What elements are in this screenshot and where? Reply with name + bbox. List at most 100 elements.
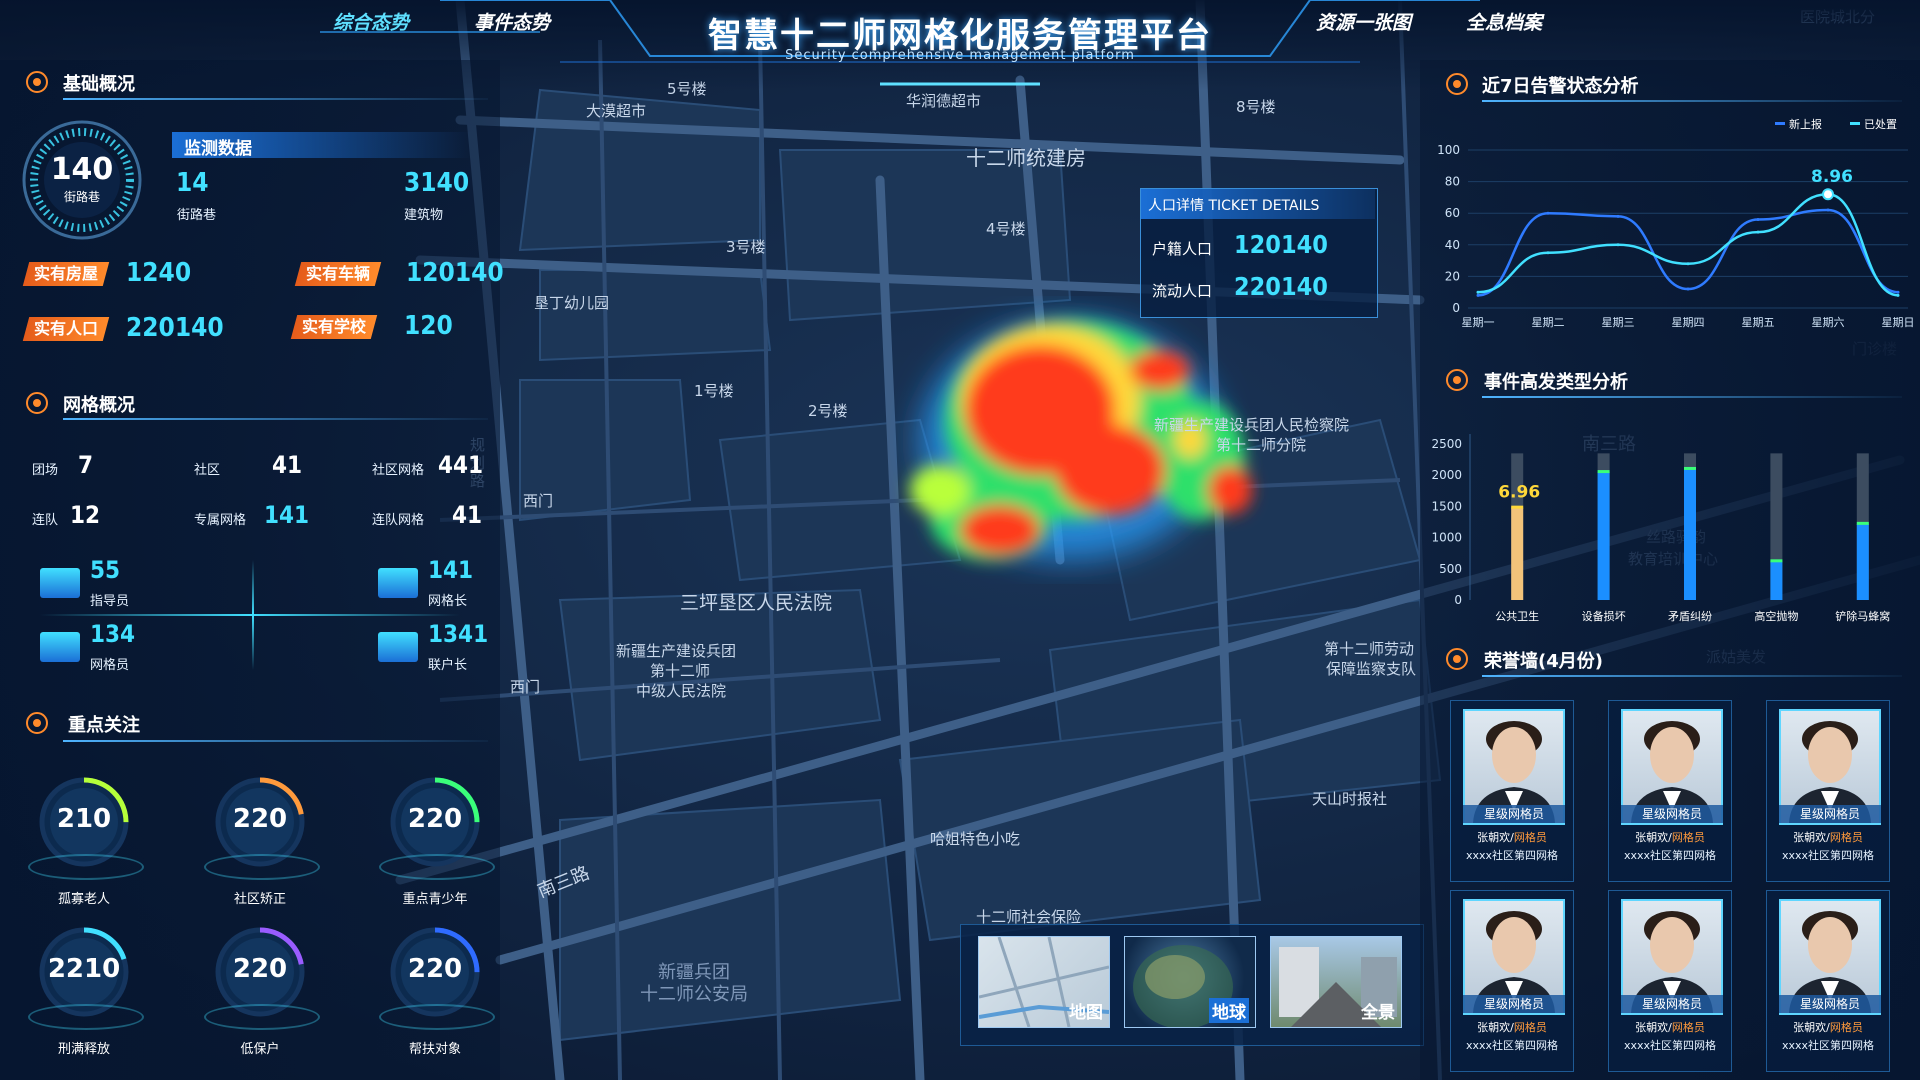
section-title-grid: 网格概况 <box>63 395 135 416</box>
staff-divider-h <box>40 614 460 616</box>
section-divider <box>1482 100 1902 102</box>
popup-title: 人口详情 TICKET DETAILS <box>1148 198 1320 214</box>
map-mode-globe[interactable]: 地球 <box>1124 936 1256 1028</box>
tag-houses: 实有房屋 <box>22 262 110 286</box>
x-tick-label: 星期五 <box>1742 316 1775 329</box>
ring-progress-icon <box>215 927 305 1017</box>
focus-ring-value: 220 <box>407 954 463 984</box>
map-label: 天山时报社 <box>1312 790 1388 808</box>
y-tick-label: 0 <box>1454 593 1462 607</box>
map-label: 1号楼 <box>694 382 734 400</box>
vehicles-value: 120140 <box>406 258 504 288</box>
tab-archives[interactable]: 全息档案 <box>1466 12 1543 34</box>
series-point <box>1616 214 1620 218</box>
focus-ring-label: 帮扶对象 <box>408 1042 461 1057</box>
honor-badge: 星级网格员 <box>1463 995 1565 1013</box>
map-thumb-icon <box>979 937 1109 1027</box>
population-value: 220140 <box>126 313 224 343</box>
map-label: 十二师统建房 <box>966 146 1086 170</box>
legend-label: 已处置 <box>1864 118 1897 131</box>
event-bar-chart[interactable]: 0 500 1000 1500 2000 2500 公共卫生 设备损坏 矛盾纠纷 高空抛物 铲除马蜂… <box>1420 410 1920 630</box>
peak-label: 6.96 <box>1498 483 1540 503</box>
map-label: 8号楼 <box>1236 98 1276 116</box>
focus-ring-value: 220 <box>232 954 288 984</box>
honor-badge: 星级网格员 <box>1779 995 1881 1013</box>
section-divider <box>63 418 488 420</box>
map-label: 新疆兵团 <box>658 962 730 983</box>
section-marker-icon <box>1446 648 1468 670</box>
map-label: 第十二师分院 <box>1216 436 1307 454</box>
honor-person: 张朝欢/ <box>1477 1021 1514 1034</box>
series-point <box>1546 251 1550 255</box>
x-tick-label: 星期二 <box>1532 316 1565 329</box>
section-title-basic: 基础概况 <box>63 74 135 95</box>
tag-population-label: 实有人口 <box>34 319 99 338</box>
map-label: 十二师社会保险 <box>976 908 1082 926</box>
monitor-title: 监测数据 <box>184 139 252 159</box>
bar <box>1770 561 1783 600</box>
legend-label: 新上报 <box>1789 117 1822 131</box>
tab-events[interactable]: 事件态势 <box>474 12 551 34</box>
honor-name: 张朝欢/网格员 <box>1767 1019 1889 1035</box>
honor-card[interactable]: 星级网格员 张朝欢/网格员 xxxx社区第四网格 <box>1608 890 1732 1072</box>
grid-stat-label: 连队 <box>32 513 59 528</box>
focus-ring-value: 220 <box>232 804 288 834</box>
y-tick-label: 40 <box>1445 238 1460 252</box>
bar-cap <box>1684 466 1696 470</box>
staff-label: 网格长 <box>428 594 468 609</box>
map-mode-panorama-label: 全景 <box>1361 1003 1395 1023</box>
honor-card[interactable]: 星级网格员 张朝欢/网格员 xxxx社区第四网格 <box>1450 700 1574 882</box>
staff-label: 联户长 <box>428 658 468 673</box>
ring-base-glow <box>28 854 144 880</box>
ring-base-glow <box>204 854 320 880</box>
honor-badge: 星级网格员 <box>1463 805 1565 823</box>
grid-stat-label: 团场 <box>32 463 59 478</box>
bar-cap <box>1597 470 1610 474</box>
honor-role: 网格员 <box>1513 1021 1547 1034</box>
grid-stat-label: 专属网格 <box>194 513 247 528</box>
x-tick-label: 星期日 <box>1882 316 1915 329</box>
honor-card[interactable]: 星级网格员 张朝欢/网格员 xxxx社区第四网格 <box>1766 700 1890 882</box>
bar-cap <box>1856 521 1869 525</box>
alarm-line-chart[interactable]: 0 20 40 60 80 100 星期一 星期二 星期三 星期四 星期五 星期六 星期日 8.96 新上报… <box>1420 108 1920 338</box>
honor-person: 张朝欢/ <box>1635 831 1672 844</box>
y-tick-label: 60 <box>1445 206 1460 220</box>
honor-name: 张朝欢/网格员 <box>1451 829 1573 845</box>
honor-card[interactable]: 星级网格员 张朝欢/网格员 xxxx社区第四网格 <box>1450 890 1574 1072</box>
tab-overview[interactable]: 综合态势 <box>333 12 410 34</box>
tag-population: 实有人口 <box>22 317 110 341</box>
honor-card[interactable]: 星级网格员 张朝欢/网格员 xxxx社区第四网格 <box>1608 700 1732 882</box>
bar-cap <box>1511 505 1524 509</box>
popup-header <box>1141 189 1375 219</box>
buildings-value: 3140 <box>404 168 470 198</box>
honor-org: xxxx社区第四网格 <box>1623 1039 1717 1052</box>
honor-card[interactable]: 星级网格员 张朝欢/网格员 xxxx社区第四网格 <box>1766 890 1890 1072</box>
map-label: 西门 <box>523 492 554 510</box>
panorama-icon <box>1279 947 1397 1027</box>
tag-schools: 实有学校 <box>290 315 378 339</box>
grid-stat-value: 41 <box>272 451 303 479</box>
section-marker-icon <box>1446 73 1468 95</box>
folder-icon <box>378 632 418 662</box>
section-title-alarm: 近7日告警状态分析 <box>1482 76 1639 97</box>
y-tick-label: 20 <box>1445 269 1460 283</box>
honor-org: xxxx社区第四网格 <box>1465 849 1559 862</box>
popup-row-value: 220140 <box>1234 272 1328 301</box>
focus-ring-label: 低保户 <box>240 1042 280 1057</box>
x-tick-label: 星期三 <box>1602 316 1635 329</box>
honor-org: xxxx社区第四网格 <box>1623 849 1717 862</box>
map-label: 4号楼 <box>986 220 1026 238</box>
grid-stat-label: 社区网格 <box>372 463 425 478</box>
map-mode-2d[interactable]: 地图 <box>978 936 1110 1028</box>
popup-row-label: 户籍人口 <box>1152 240 1213 258</box>
tag-houses-label: 实有房屋 <box>34 264 99 283</box>
grid-stat-value: 41 <box>452 501 483 529</box>
y-tick-label: 2500 <box>1431 437 1462 451</box>
staff-label: 网格员 <box>90 658 130 673</box>
map-mode-panorama[interactable]: 全景 <box>1270 936 1402 1028</box>
bar-cap <box>1770 559 1783 563</box>
series-point <box>1826 208 1830 212</box>
honor-role: 网格员 <box>1513 831 1547 844</box>
ring-base-glow <box>379 854 495 880</box>
tab-resources[interactable]: 资源一张图 <box>1316 12 1412 34</box>
